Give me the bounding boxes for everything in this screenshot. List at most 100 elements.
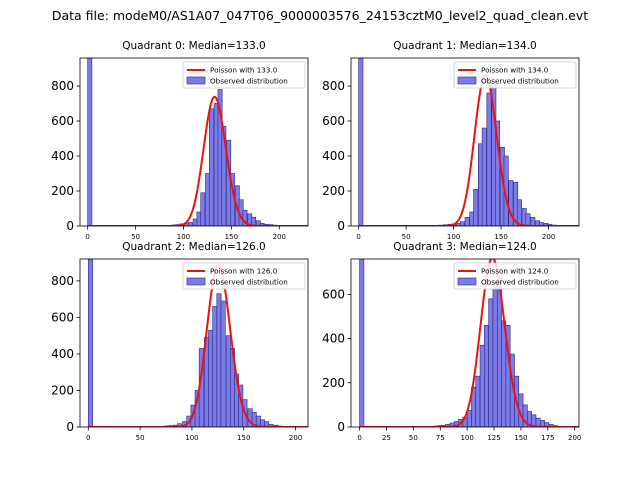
quadrant-2-xtick-label-3: 150: [237, 434, 250, 442]
quadrant-0-bar-7: [187, 222, 193, 226]
quadrant-1-bar-19: [508, 180, 514, 226]
quadrant-0-xtick-label-1: 50: [131, 233, 140, 241]
quadrant-0-ytick-label-1: 200: [51, 184, 74, 198]
quadrant-3-xtick-label-2: 50: [409, 434, 418, 442]
quadrant-3-bar-13: [479, 344, 485, 427]
quadrant-1-bar-24: [530, 216, 536, 226]
quadrant-3-legend: [453, 262, 577, 290]
quadrant-2-ytick-label-2: 400: [51, 347, 74, 361]
quadrant-2-bar-0: [87, 259, 93, 427]
quadrant-0-ytick-label-3: 600: [51, 114, 74, 128]
quadrant-3-bar-16: [492, 287, 498, 427]
quadrant-2-bar-14: [208, 329, 214, 427]
quadrant-1-bar-11: [473, 188, 479, 226]
quadrant-3-bar-14: [484, 325, 489, 427]
quadrant-0-legend: [182, 61, 306, 89]
quadrant-1-ytick-label-1: 200: [322, 184, 345, 198]
quadrant-0-chart: Quadrant 0: Median=133.0 0 50 100 150 200 0 200…: [51, 40, 309, 241]
quadrant-3-axes-frame: [350, 258, 580, 428]
quadrant-3-bar-0: [359, 259, 365, 427]
quadrant-1-ytick-label-2: 400: [322, 149, 345, 163]
quadrant-1-ytick-label-3: 600: [322, 114, 345, 128]
quadrant-0-legend-bar-label: Observed distribution: [210, 77, 288, 86]
quadrant-3-legend-curve-label: Poisson with 124.0: [481, 267, 549, 276]
quadrant-1-xtick-label-0: 0: [356, 233, 360, 241]
quadrant-2-bar-18: [225, 335, 231, 427]
quadrant-2-legend-curve-label: Poisson with 126.0: [210, 267, 278, 276]
quadrant-1-xtick-label-3: 150: [494, 233, 507, 241]
quadrant-1-ytick-label-0: 0: [337, 219, 345, 233]
quadrant-1-bar-26: [538, 222, 544, 226]
quadrant-2-chart: Quadrant 2: Median=126.0 0 50 100 150 200 0 200…: [51, 241, 309, 442]
quadrant-1-legend-bar-swatch: [457, 76, 477, 85]
quadrant-3-plot-area: [359, 259, 579, 427]
quadrant-1-title: Quadrant 1: Median=134.0: [393, 40, 536, 52]
quadrant-1-bar-13: [481, 127, 487, 226]
quadrant-2-ytick-label-4: 800: [51, 274, 74, 288]
quadrant-0-xtick-label-4: 200: [273, 233, 286, 241]
quadrant-0-bar-0: [87, 58, 93, 226]
quadrant-1-legend-bar-label: Observed distribution: [481, 77, 559, 86]
quadrant-3-xtick-label-8: 200: [568, 434, 581, 442]
quadrant-3-bar-15: [488, 298, 494, 427]
figure-title: Data file: modeM0/AS1A07_047T06_90000035…: [52, 8, 588, 23]
quadrant-2-bar-16: [216, 293, 222, 427]
quadrant-1-xtick-label-1: 50: [402, 233, 411, 241]
quadrant-0-bar-12: [209, 108, 214, 226]
quadrant-2-legend: [182, 262, 306, 290]
quadrant-2-legend-bar-label: Observed distribution: [210, 278, 288, 287]
quadrant-0-legend-bar-swatch: [186, 76, 206, 85]
quadrant-2-xtick-label-4: 200: [289, 434, 302, 442]
quadrant-2-xtick-label-2: 100: [185, 434, 198, 442]
quadrant-0-axes-frame: [79, 57, 309, 227]
quadrant-0-plot-area: [87, 58, 308, 226]
quadrant-1-bar-0: [358, 58, 364, 226]
quadrant-0-bar-10: [200, 192, 206, 226]
quadrant-3-ytick-label-2: 400: [322, 332, 345, 346]
quadrant-1-poisson-curve: [358, 74, 579, 226]
quadrant-0-bar-22: [251, 216, 256, 226]
quadrant-2-legend-bar-swatch: [186, 277, 206, 286]
quadrant-1-bar-23: [525, 213, 531, 226]
quadrant-1-bar-8: [459, 221, 465, 226]
quadrant-0-xtick-label-0: 0: [85, 233, 89, 241]
quadrant-2-ytick-label-1: 200: [51, 383, 74, 397]
quadrant-3-chart: Quadrant 3: Median=124.0 0 25 50 75 100 125 150…: [322, 241, 581, 442]
quadrant-0-xtick-label-2: 100: [177, 233, 190, 241]
quadrant-1-ytick-label-4: 800: [322, 79, 345, 93]
quadrant-3-xtick-label-7: 175: [541, 434, 554, 442]
quadrant-1-bar-21: [516, 199, 522, 226]
quadrant-0-xtick-label-3: 150: [225, 233, 238, 241]
quadrant-3-legend-bar-label: Observed distribution: [481, 278, 559, 287]
quadrant-3-xtick-label-6: 150: [514, 434, 527, 442]
quadrant-1-legend: [453, 61, 577, 89]
quadrant-3-ytick-label-1: 200: [322, 376, 345, 390]
quadrant-3-bar-12: [475, 375, 481, 427]
quadrant-0-ytick-label-4: 800: [51, 79, 74, 93]
quadrant-1-bar-9: [464, 216, 470, 226]
quadrant-1-xtick-label-2: 100: [447, 233, 460, 241]
quadrant-2-xtick-label-0: 0: [86, 434, 90, 442]
quadrant-1-chart: Quadrant 1: Median=134.0 0 50 100 150 200 0 200…: [322, 40, 580, 241]
quadrant-0-bar-20: [242, 209, 248, 226]
quadrant-2-bar-15: [212, 306, 218, 427]
quadrant-1-legend-curve-label: Poisson with 134.0: [481, 66, 549, 75]
quadrant-1-xtick-label-4: 200: [542, 233, 555, 241]
quadrant-3-xtick-label-3: 75: [436, 434, 445, 442]
quadrant-1-bar-16: [495, 120, 501, 226]
quadrant-2-xtick-label-1: 50: [136, 434, 145, 442]
quadrant-2-ytick-label-0: 0: [66, 420, 74, 434]
quadrant-1-bar-14: [486, 92, 492, 226]
quadrant-0-ytick-label-0: 0: [66, 219, 74, 233]
quadrant-2-bar-17: [220, 300, 226, 427]
quadrant-1-axes-frame: [350, 57, 580, 227]
quadrant-0-legend-curve-label: Poisson with 133.0: [210, 66, 278, 75]
quadrant-3-title: Quadrant 3: Median=124.0: [393, 241, 536, 253]
quadrant-2-ytick-label-3: 600: [51, 310, 74, 324]
quadrant-3-xtick-label-1: 25: [382, 434, 391, 442]
quadrant-2-title: Quadrant 2: Median=126.0: [122, 241, 265, 253]
quadrant-2-axes-frame: [79, 258, 309, 428]
quadrant-0-bar-15: [221, 125, 227, 226]
quadrant-1-plot-area: [358, 58, 579, 226]
